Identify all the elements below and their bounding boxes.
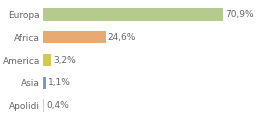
Text: 24,6%: 24,6% [108, 33, 136, 42]
Bar [43, 99, 44, 112]
Bar [43, 54, 51, 66]
Text: 0,4%: 0,4% [46, 101, 69, 110]
Bar [43, 8, 223, 21]
Text: 70,9%: 70,9% [225, 10, 254, 19]
Bar [43, 77, 46, 89]
Text: 1,1%: 1,1% [48, 78, 71, 87]
Text: 3,2%: 3,2% [53, 55, 76, 65]
Bar [43, 31, 106, 43]
